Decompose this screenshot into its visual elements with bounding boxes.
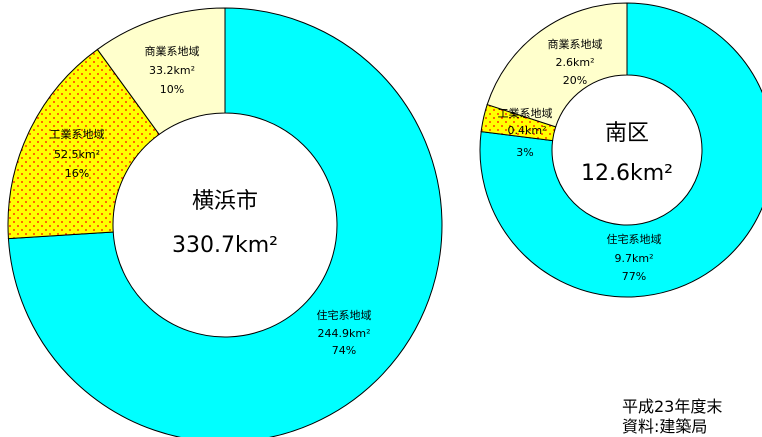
svg-text:16%: 16% [65, 167, 89, 180]
minami-center-area: 12.6km² [581, 161, 673, 186]
svg-text:52.5km²: 52.5km² [54, 148, 100, 161]
minami-center-name: 南区 [605, 121, 649, 146]
svg-text:住宅系地域: 住宅系地域 [317, 308, 372, 322]
svg-text:244.9km²: 244.9km² [318, 327, 371, 340]
svg-text:77%: 77% [622, 270, 646, 283]
minami-donut-chart [479, 2, 762, 298]
svg-text:33.2km²: 33.2km² [149, 64, 195, 77]
yokohama-center-name: 横浜市 [192, 189, 258, 214]
yokohama-industrial-slice [7, 48, 160, 240]
svg-text:0.4km²: 0.4km² [508, 124, 547, 137]
yokohama-commercial-slice [96, 7, 226, 136]
svg-text:9.7km²: 9.7km² [615, 252, 654, 265]
footnote-date: 平成23年度末 [622, 397, 723, 416]
svg-text:住宅系地域: 住宅系地域 [607, 232, 662, 246]
minami-commercial-label: 商業系地域 2.6km² 20% [548, 37, 603, 87]
yokohama-residential-slice [7, 7, 443, 437]
svg-text:20%: 20% [563, 74, 587, 87]
yokohama-donut-chart [7, 7, 443, 437]
yokohama-industrial-label: 工業系地域 52.5km² 16% [50, 128, 105, 180]
svg-text:2.6km²: 2.6km² [556, 56, 595, 69]
minami-commercial-slice [486, 2, 628, 128]
svg-text:商業系地域: 商業系地域 [145, 44, 200, 58]
svg-text:10%: 10% [160, 83, 184, 96]
minami-residential-label: 住宅系地域 9.7km² 77% [607, 232, 662, 283]
yokohama-center-area: 330.7km² [172, 233, 278, 258]
svg-text:工業系地域: 工業系地域 [498, 107, 553, 120]
svg-text:商業系地域: 商業系地域 [548, 37, 603, 51]
footnote-source: 資料:建築局 [622, 417, 708, 436]
svg-text:74%: 74% [332, 344, 356, 357]
minami-industrial-label: 工業系地域 0.4km² 3% [498, 107, 553, 159]
yokohama-residential-label: 住宅系地域 244.9km² 74% [317, 308, 372, 357]
minami-residential-slice [479, 2, 762, 298]
svg-text:工業系地域: 工業系地域 [50, 128, 105, 141]
yokohama-commercial-label: 商業系地域 33.2km² 10% [145, 44, 200, 96]
svg-text:3%: 3% [516, 146, 533, 159]
